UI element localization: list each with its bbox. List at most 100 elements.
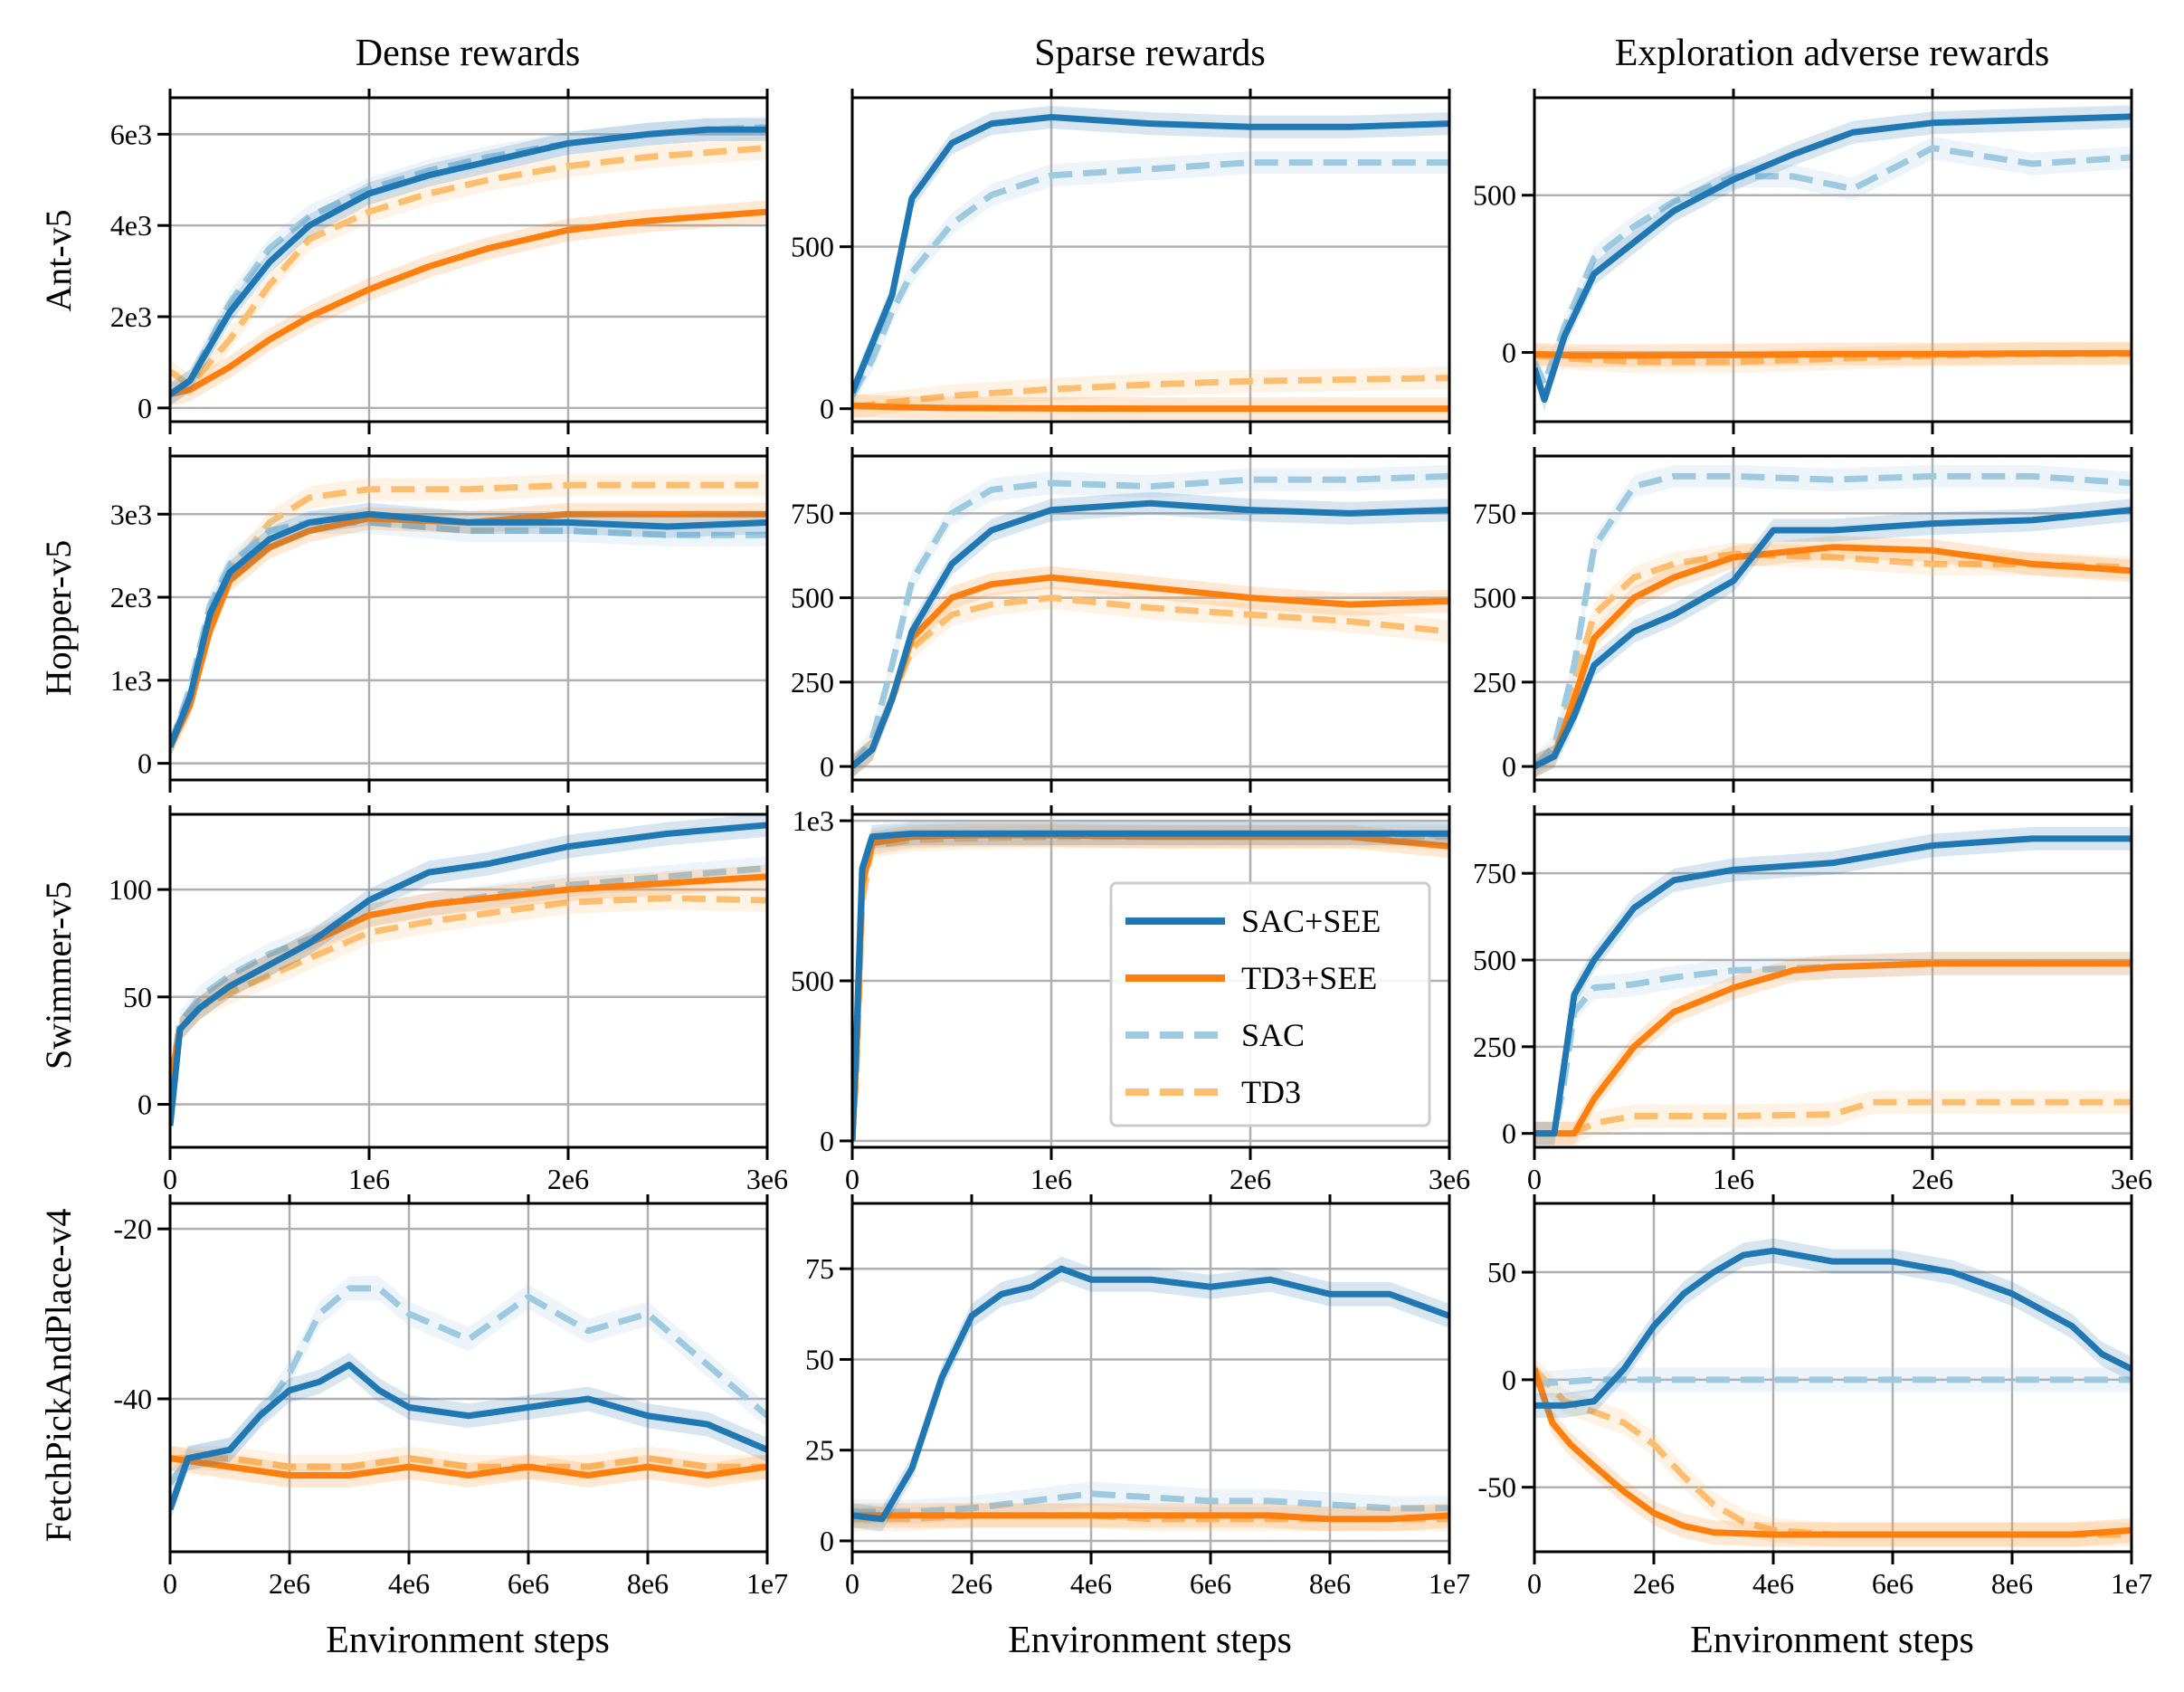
x-tick-label: 1e6	[1030, 1163, 1072, 1195]
series-group	[852, 105, 1449, 421]
band-sac	[170, 1276, 767, 1497]
series-line-td3-plus-see	[1534, 349, 2132, 359]
x-tick-label: 1e7	[746, 1567, 788, 1600]
band-td3-plus-see	[1534, 536, 2132, 778]
band-sac-plus-see	[170, 814, 767, 1138]
band-td3-plus-see	[170, 864, 767, 1095]
y-tick-label: 25	[805, 1434, 834, 1467]
band-sac	[1534, 1367, 2132, 1397]
series-line-sac-plus-see	[170, 510, 767, 748]
y-tick-label: 0	[1502, 1117, 1516, 1150]
x-tick-label: 6e6	[1872, 1567, 1913, 1600]
series-group	[1534, 826, 2132, 1145]
series-line-td3-plus-see	[170, 1455, 767, 1478]
y-tick-label: 750	[791, 497, 834, 529]
series-line-sac	[1534, 1376, 2132, 1388]
x-tick-label: 2e6	[951, 1567, 992, 1600]
series-group	[1534, 1238, 2132, 1547]
band-sac	[1534, 137, 2132, 395]
axes-frame	[168, 1202, 769, 1554]
y-tick-label: 50	[805, 1343, 834, 1375]
panel-r1-c0: 0 1e3 2e3 3e3	[110, 447, 769, 793]
band-td3	[170, 886, 767, 1095]
series-line-td3	[170, 481, 767, 748]
xlabel-col-1: Environment steps	[1008, 1620, 1292, 1661]
band-td3	[1534, 542, 2132, 778]
panel-r3-c2: 0 2e6 4e6 6e6 8e6 1e7 -50 0 50	[1477, 1194, 2152, 1600]
y-tick-label: 0	[1502, 1364, 1516, 1396]
axes-frame	[168, 813, 769, 1149]
x-tick-label: 0	[1527, 1163, 1542, 1195]
y-tick-label: 100	[109, 873, 152, 906]
axes-frame	[850, 96, 1451, 423]
y-tick-label: 750	[1473, 497, 1516, 529]
series-group	[170, 814, 767, 1138]
legend: SAC+SEE TD3+SEE SAC TD3	[1109, 881, 1431, 1127]
series-line-td3-plus-see	[1534, 1367, 2132, 1538]
legend-label-sac: SAC	[1241, 1017, 1305, 1053]
x-tick-label: 0	[1527, 1567, 1542, 1600]
x-tick-label: 3e6	[1429, 1163, 1470, 1195]
series-line-sac-plus-see	[852, 499, 1449, 769]
legend-label-td3-plus-see: TD3+SEE	[1241, 960, 1377, 996]
band-sac-plus-see	[852, 491, 1449, 778]
column-title-dense: Dense rewards	[356, 33, 580, 74]
y-tick-label: 0	[820, 1125, 834, 1157]
panel-r0-c1: 0 500	[791, 89, 1451, 434]
series-line-td3-plus-see	[1534, 960, 2132, 1137]
series-line-sac	[852, 472, 1449, 769]
x-tick-label: 2e6	[1912, 1163, 1953, 1195]
y-tick-label: 250	[1473, 666, 1516, 699]
panel-r3-c1: 0 2e6 4e6 6e6 8e6 1e7 0 25 50 75	[805, 1194, 1470, 1600]
series-line-sac-plus-see	[1534, 1247, 2132, 1409]
y-tick-label: -40	[113, 1383, 152, 1415]
legend-box	[1109, 881, 1431, 1127]
y-tick-label: 4e3	[110, 209, 152, 242]
band-sac-plus-see	[170, 502, 767, 758]
y-tick-label: 500	[791, 231, 834, 263]
column-title-sparse: Sparse rewards	[1034, 33, 1265, 74]
y-tick-label: 1e3	[793, 804, 834, 837]
series-line-td3	[1534, 1366, 2132, 1538]
y-tick-label: 0	[820, 750, 834, 783]
row-label-hopper: Hopper-v5	[38, 540, 79, 696]
y-tick-label: 500	[1473, 944, 1516, 976]
xlabel-col-2: Environment steps	[1690, 1620, 1974, 1661]
y-tick-label: 0	[1502, 750, 1516, 783]
grid	[1534, 456, 2132, 780]
y-tick-label: 0	[820, 1525, 834, 1557]
x-tick-label: 1e6	[348, 1163, 390, 1195]
series-line-td3-plus-see	[170, 208, 767, 398]
axes-frame	[168, 454, 769, 782]
y-tick-label: 750	[1473, 857, 1516, 889]
x-tick-label: 3e6	[746, 1163, 788, 1195]
x-tick-label: 2e6	[269, 1567, 310, 1600]
series-line-td3	[852, 594, 1449, 769]
series-group	[852, 1256, 1449, 1532]
series-line-sac	[1534, 472, 2132, 769]
y-tick-label: 50	[1487, 1256, 1516, 1288]
band-sac	[170, 510, 767, 758]
xlabel-col-0: Environment steps	[326, 1620, 610, 1661]
y-tick-label: 0	[138, 392, 152, 424]
series-line-sac-plus-see	[852, 830, 1449, 1142]
grid	[170, 814, 767, 1147]
band-td3-plus-see	[1534, 1356, 2132, 1547]
band-sac-plus-see	[1534, 499, 2132, 778]
series-group	[852, 822, 1449, 1147]
series-line-sac-plus-see	[170, 822, 767, 1126]
x-tick-label: 3e6	[2111, 1163, 2152, 1195]
axes-frame	[1533, 96, 2133, 423]
series-line-sac-plus-see	[170, 1361, 767, 1511]
axes-frame	[850, 1202, 1451, 1554]
axes-frame	[1533, 1202, 2133, 1554]
y-tick-label: 3e3	[110, 498, 152, 530]
band-td3-plus-see	[1534, 951, 2132, 1145]
y-tick-label: 1e3	[110, 664, 152, 697]
x-tick-label: 4e6	[1752, 1567, 1794, 1600]
series-line-td3-plus-see	[1534, 544, 2132, 770]
band-sac-plus-see	[852, 105, 1449, 404]
axes-frame	[168, 96, 769, 423]
x-tick-label: 0	[845, 1567, 859, 1600]
